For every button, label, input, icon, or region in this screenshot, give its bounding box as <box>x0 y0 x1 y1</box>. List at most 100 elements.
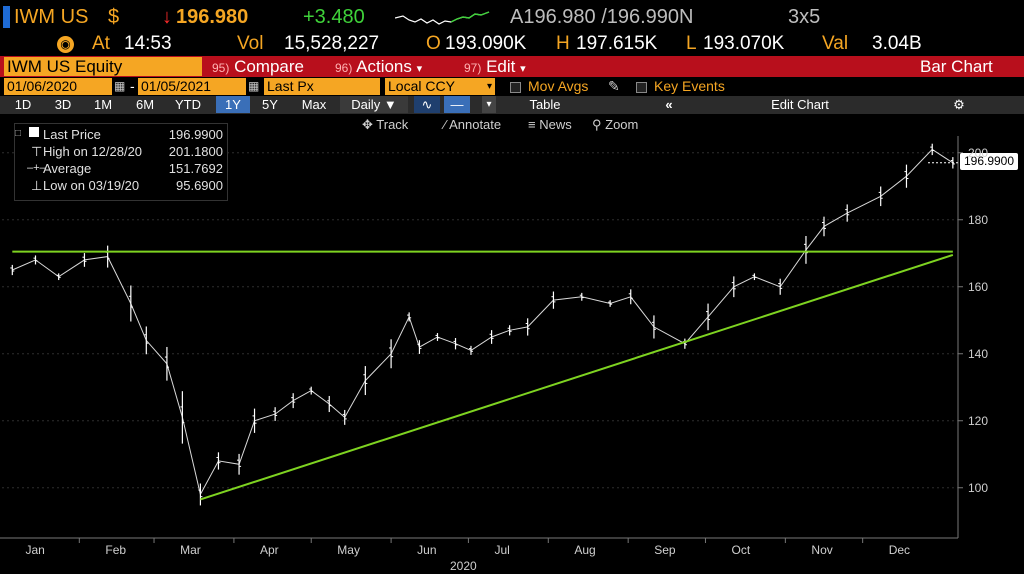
price-chart[interactable] <box>0 114 1024 574</box>
currency-selector-label: Local CCY <box>388 78 455 94</box>
end-date-field[interactable]: 01/05/2021 <box>138 78 246 95</box>
annotate-tool[interactable]: ∕ Annotate <box>444 117 502 132</box>
legend-average-value: 151.7692 <box>168 161 223 176</box>
ticker-symbol[interactable]: IWM US <box>14 6 89 28</box>
sparkline-icon <box>395 11 490 25</box>
mov-avgs-label: Mov Avgs <box>528 78 589 94</box>
legend-low-value: 95.6900 <box>176 178 223 193</box>
period-bar: 1D 3D 1M 6M YTD 1Y 5Y Max Daily ▼ ∿ ― ▾ … <box>0 96 1024 114</box>
period-6m[interactable]: 6M <box>135 97 155 112</box>
compare-number: 95) <box>212 61 230 75</box>
table-button[interactable]: Table <box>529 97 561 112</box>
x-tick-label: Mar <box>180 543 201 557</box>
frequency-dropdown[interactable]: Daily ▼ <box>340 96 408 113</box>
x-tick-label: Dec <box>888 543 911 557</box>
edit-chart-button[interactable]: Edit Chart <box>771 97 829 112</box>
open-value: 193.090K <box>445 33 527 54</box>
edit-label: Edit <box>486 57 516 76</box>
legend-average-label: Average <box>43 161 92 176</box>
pencil-icon[interactable]: ✎ <box>608 78 620 94</box>
x-axis-year-label: 2020 <box>450 559 477 573</box>
time-label: At <box>92 33 110 54</box>
compare-label: Compare <box>234 57 304 76</box>
x-tick-label: Sep <box>654 543 676 557</box>
quote-detail-row: ◉ At 14:53 Vol 15,528,227 O 193.090K H 1… <box>0 34 1024 56</box>
chart-legend: □ Last Price 196.9900 ⊤ High on 12/28/20… <box>14 123 228 201</box>
settings-gear-icon[interactable]: ⚙ <box>953 97 965 112</box>
period-1d[interactable]: 1D <box>14 97 32 112</box>
y-tick-label: 140 <box>968 346 989 361</box>
y-tick-label: 160 <box>968 279 989 294</box>
track-tool[interactable]: ✥ Track <box>362 117 409 132</box>
alert-icon[interactable]: ◉ <box>57 36 74 53</box>
range-row: 01/06/2020 ▦ - 01/05/2021 ▦ Last Px Loca… <box>0 78 1024 96</box>
value-value: 3.04B <box>872 33 922 54</box>
compare-button[interactable]: 95) Compare <box>212 57 304 76</box>
ticker-marker <box>3 6 10 28</box>
x-tick-label: Jan <box>25 543 45 557</box>
period-3d[interactable]: 3D <box>54 97 72 112</box>
time-value: 14:53 <box>124 33 172 54</box>
news-tool[interactable]: ≡ News <box>528 117 572 132</box>
legend-high-value: 201.1800 <box>168 144 223 159</box>
value-label: Val <box>822 33 849 54</box>
volume-value: 15,528,227 <box>284 33 380 54</box>
security-field[interactable]: IWM US Equity <box>4 57 202 76</box>
legend-low-label: Low on 03/19/20 <box>43 178 140 193</box>
x-tick-label: Jun <box>417 543 437 557</box>
low-marker-icon: ⊥ <box>31 178 43 193</box>
bid-ask-size: 3x5 <box>788 6 821 28</box>
period-5y[interactable]: 5Y <box>262 97 278 112</box>
currency-selector[interactable]: Local CCY ▾ <box>385 78 495 95</box>
command-bar: IWM US Equity 95) Compare 96) Actions ▾ … <box>0 56 1024 77</box>
chart-title: Bar Chart <box>920 57 993 76</box>
edit-button[interactable]: 97) Edit ▾ <box>464 57 526 76</box>
legend-high-label: High on 12/28/20 <box>43 144 143 159</box>
last-price: 196.980 <box>176 6 249 28</box>
annotate-tool-label: Annotate <box>449 117 502 132</box>
legend-square-icon: □ <box>15 128 22 139</box>
calendar-icon[interactable]: ▦ <box>114 79 126 93</box>
x-tick-label: Nov <box>811 543 833 557</box>
legend-last-value: 196.9900 <box>168 127 223 142</box>
mov-avgs-checkbox[interactable] <box>510 82 521 93</box>
field-selector-label: Last Px <box>267 78 314 94</box>
low-value: 193.070K <box>703 33 785 54</box>
date-separator: - <box>130 78 135 94</box>
key-events-label: Key Events <box>654 78 725 94</box>
x-tick-label: Aug <box>574 543 596 557</box>
quote-header: IWM US $ ↓ 196.980 +3.480 A196.980 /196.… <box>0 0 1024 34</box>
chevron-down-icon: ▾ <box>416 63 423 75</box>
legend-last-swatch <box>29 127 39 137</box>
line-chart-icon[interactable]: ∿ <box>414 96 440 113</box>
chevron-down-icon[interactable]: ▾ <box>482 96 496 113</box>
chevron-down-icon: ▾ <box>520 63 526 75</box>
price-change: +3.480 <box>303 6 365 28</box>
average-marker-icon: –+– <box>27 162 46 174</box>
key-events-checkbox[interactable] <box>636 82 647 93</box>
y-tick-label: 120 <box>968 413 989 428</box>
calendar-icon[interactable]: ▦ <box>248 79 260 93</box>
bar-chart-icon[interactable]: ― <box>444 96 470 113</box>
period-1y[interactable]: 1Y <box>216 96 250 113</box>
x-tick-label: May <box>337 543 360 557</box>
period-max[interactable]: Max <box>301 97 327 112</box>
y-tick-label: 180 <box>968 212 989 227</box>
collapse-icon[interactable]: « <box>665 97 673 112</box>
x-tick-label: Jul <box>494 543 510 557</box>
low-label: L <box>686 33 697 54</box>
frequency-label: Daily <box>351 97 381 112</box>
actions-button[interactable]: 96) Actions ▾ <box>335 57 422 76</box>
zoom-tool-label: Zoom <box>605 117 639 132</box>
start-date-field[interactable]: 01/06/2020 <box>4 78 112 95</box>
field-selector[interactable]: Last Px <box>264 78 380 95</box>
period-1m[interactable]: 1M <box>93 97 113 112</box>
track-tool-label: Track <box>376 117 409 132</box>
zoom-tool[interactable]: ⚲ Zoom <box>592 117 639 132</box>
period-ytd[interactable]: YTD <box>175 97 201 112</box>
open-label: O <box>426 33 441 54</box>
news-tool-label: News <box>539 117 572 132</box>
bid-ask: A196.980 /196.990N <box>510 6 694 28</box>
edit-number: 97) <box>464 61 482 75</box>
high-label: H <box>556 33 570 54</box>
